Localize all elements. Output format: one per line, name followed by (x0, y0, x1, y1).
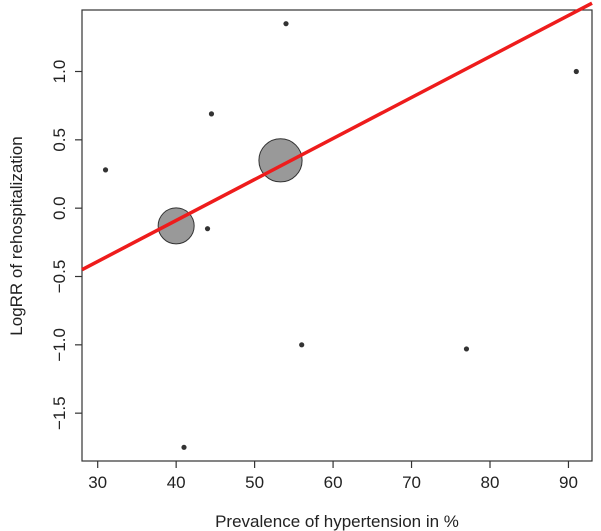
y-tick-label: −1.0 (50, 328, 69, 362)
x-axis: 30 40 50 60 70 80 90 (88, 461, 578, 492)
x-tick-label: 40 (167, 473, 186, 492)
y-axis-title: LogRR of rehospitalization (7, 136, 26, 335)
x-tick-label: 80 (481, 473, 500, 492)
y-tick-label: −1.5 (50, 396, 69, 430)
y-tick-label: −0.5 (50, 260, 69, 294)
regression-line (81, 1, 593, 272)
y-tick-label: 1.0 (50, 60, 69, 84)
study-point (208, 111, 215, 117)
study-point (204, 226, 211, 232)
x-tick-label: 70 (402, 473, 421, 492)
plot-frame (81, 9, 593, 462)
x-tick-label: 50 (245, 473, 264, 492)
study-point (463, 346, 470, 352)
plot-area (81, 1, 593, 450)
x-tick-label: 30 (88, 473, 107, 492)
study-point (181, 444, 187, 450)
study-point (102, 167, 109, 173)
x-axis-title: Prevalence of hypertension in % (215, 512, 459, 531)
y-axis: −1.5 −1.0 −0.5 0.0 0.5 1.0 (50, 60, 82, 430)
x-tick-label: 60 (324, 473, 343, 492)
study-point (283, 21, 289, 27)
study-point (573, 68, 579, 75)
y-tick-label: 0.5 (50, 128, 69, 152)
study-point (299, 342, 305, 348)
x-tick-label: 90 (559, 473, 578, 492)
y-tick-label: 0.0 (50, 196, 69, 220)
